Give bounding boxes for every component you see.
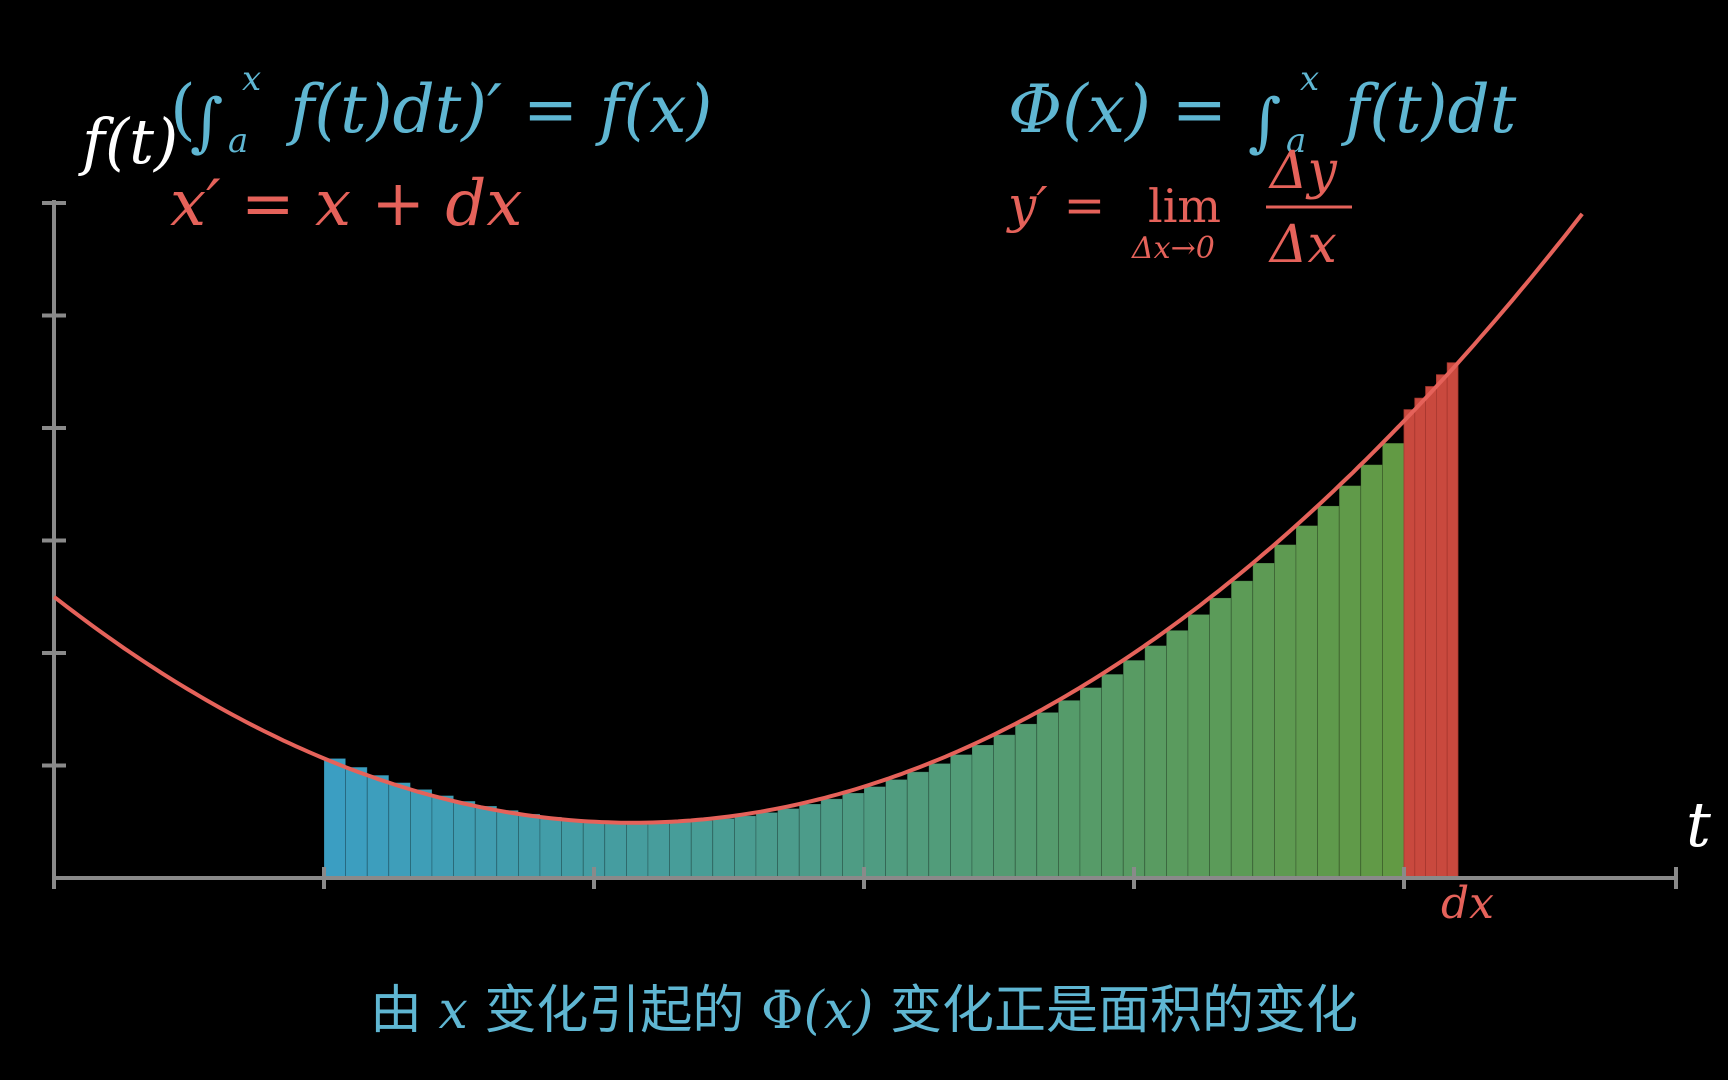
dx-slice — [1414, 397, 1427, 879]
caption-suffix: 变化正是面积的变化 — [873, 981, 1358, 1041]
riemann-rect — [1058, 699, 1081, 879]
caption-text: 由 x 变化引起的 Φ(x) 变化正是面积的变化 — [370, 981, 1358, 1041]
dx-slice — [1425, 386, 1437, 879]
f-axis-ticks — [42, 201, 66, 768]
riemann-rect — [885, 779, 908, 879]
phi-lower-limit: a — [1286, 121, 1306, 161]
riemann-rect — [1014, 723, 1038, 879]
riemann-rect — [712, 818, 735, 879]
riemann-rect — [1295, 525, 1319, 879]
riemann-rect — [496, 809, 519, 879]
derivative-lim: lim — [1148, 179, 1221, 233]
riemann-rect — [1317, 505, 1340, 879]
x-axis-label: t — [1686, 788, 1711, 861]
riemann-rect — [798, 803, 822, 879]
riemann-rect — [1187, 614, 1211, 879]
riemann-rect — [518, 813, 541, 879]
derivative-denominator: Δx — [1268, 215, 1337, 275]
riemann-rect — [993, 734, 1016, 879]
t-axis-ticks — [52, 867, 1678, 889]
riemann-rect — [755, 812, 779, 879]
phi-upper-limit: x — [1300, 59, 1319, 99]
ftc-body: f(t)dt)′ = f(x) — [285, 71, 712, 148]
riemann-rect — [734, 815, 757, 879]
riemann-rect — [409, 789, 433, 879]
riemann-rect — [323, 758, 347, 879]
x-prime-formula: x′ = x + dx — [170, 167, 522, 241]
caption-prefix: 由 — [370, 981, 439, 1041]
phi-body: f(t)dt — [1340, 71, 1517, 148]
phi-lhs: Φ(x) = — [1008, 71, 1227, 148]
caption-phi: Φ — [761, 981, 804, 1041]
riemann-rect — [1036, 712, 1059, 879]
riemann-rect — [928, 763, 951, 879]
ftc-open-paren: ( — [170, 71, 196, 148]
caption-var-x: x — [439, 981, 468, 1041]
riemann-rect — [539, 816, 563, 879]
riemann-rect — [842, 792, 865, 879]
dx-label: dx — [1441, 878, 1494, 929]
ftc-integral-sign: ∫ — [190, 86, 223, 160]
function-curve — [52, 212, 1584, 825]
riemann-rect — [1209, 597, 1232, 879]
derivative-lim-subscript: Δx→0 — [1131, 231, 1215, 266]
riemann-rect — [626, 822, 649, 879]
riemann-rect — [453, 800, 476, 879]
riemann-rect — [345, 766, 368, 879]
riemann-rect — [431, 795, 455, 879]
ftc-formula: ( ∫ x a f(t)dt)′ = f(x) — [170, 59, 712, 161]
riemann-rect — [971, 744, 995, 879]
ftc-upper-limit: x — [242, 59, 261, 99]
riemann-rect — [777, 808, 800, 879]
riemann-rect — [647, 822, 671, 879]
dx-slice — [1403, 409, 1416, 879]
riemann-rect — [1101, 673, 1124, 879]
phi-integral-sign: ∫ — [1248, 86, 1281, 160]
riemann-rect — [1382, 442, 1405, 879]
dx-slice — [1436, 374, 1448, 879]
riemann-rect — [1360, 464, 1383, 879]
riemann-rect — [604, 821, 627, 879]
caption-phi-arg: (x) — [804, 981, 874, 1041]
derivative-numerator: Δy — [1268, 141, 1338, 201]
riemann-rect — [863, 786, 887, 879]
dx-strip — [1403, 362, 1459, 879]
riemann-rect — [1079, 687, 1103, 879]
riemann-rect — [1274, 544, 1297, 879]
ftc-lower-limit: a — [228, 121, 248, 161]
riemann-rect — [366, 774, 390, 879]
derivative-formula: y′ = lim Δx→0 Δy Δx — [1006, 141, 1352, 275]
riemann-rect — [669, 821, 692, 879]
riemann-rect — [1166, 629, 1189, 879]
riemann-rect — [1252, 562, 1275, 879]
riemann-rect — [820, 798, 843, 879]
riemann-rectangles — [323, 442, 1405, 879]
riemann-rect — [1144, 645, 1167, 879]
riemann-rect — [1230, 580, 1254, 879]
riemann-rect — [690, 820, 714, 879]
riemann-rect — [1338, 485, 1362, 879]
riemann-rect — [950, 754, 973, 879]
riemann-rect — [388, 782, 411, 879]
phi-formula: Φ(x) = ∫ x a f(t)dt — [1008, 59, 1517, 161]
caption-middle: 变化引起的 — [468, 981, 761, 1041]
riemann-rect — [1122, 659, 1146, 879]
y-axis-label: f(t) — [78, 105, 178, 178]
riemann-rect — [474, 805, 498, 879]
derivative-lhs: y′ = — [1006, 176, 1105, 234]
axes — [42, 200, 1678, 889]
riemann-rect — [906, 771, 930, 879]
riemann-rect — [561, 818, 584, 879]
dx-slice — [1446, 362, 1459, 879]
